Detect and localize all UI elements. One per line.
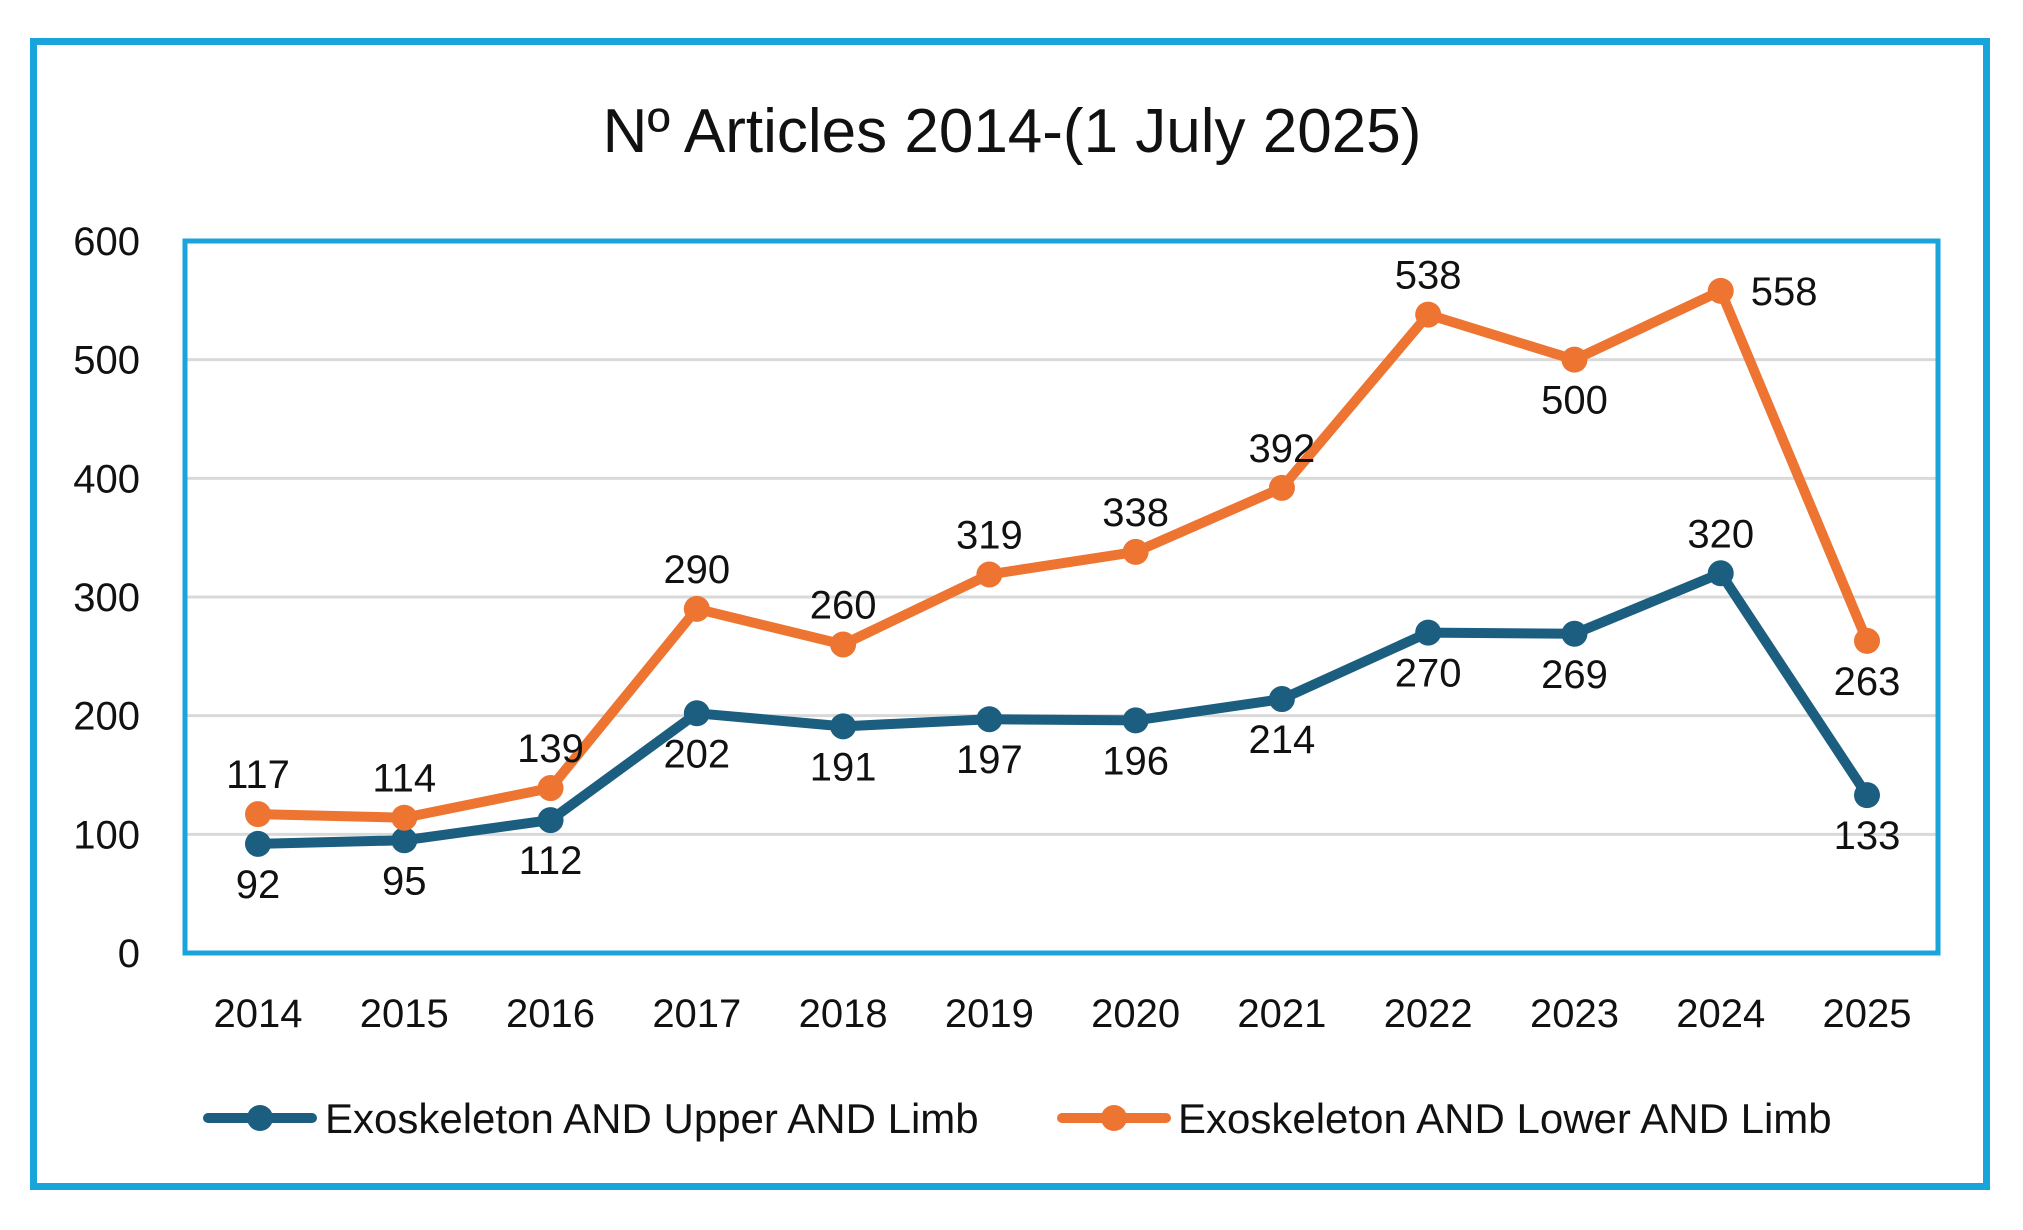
y-tick-label: 100 (73, 813, 140, 857)
data-label: 290 (663, 548, 730, 592)
y-tick-label: 500 (73, 339, 140, 383)
data-label: 117 (226, 753, 290, 797)
x-tick-label: 2017 (652, 992, 741, 1036)
data-point[interactable] (683, 595, 710, 622)
chart-title: Nº Articles 2014-(1 July 2025) (603, 97, 1422, 166)
data-point[interactable] (1561, 346, 1588, 373)
data-point[interactable] (1561, 620, 1588, 647)
y-tick-label: 300 (73, 576, 140, 620)
data-label: 392 (1249, 427, 1316, 471)
legend-item-upper[interactable]: Exoskeleton AND Upper AND Limb (203, 1095, 979, 1142)
legend: Exoskeleton AND Upper AND Limb Exoskelet… (203, 1095, 1832, 1142)
data-point[interactable] (391, 827, 418, 854)
data-point[interactable] (1415, 619, 1442, 646)
data-label: 202 (663, 732, 730, 776)
data-point[interactable] (1854, 627, 1880, 654)
legend-marker-lower (1101, 1105, 1127, 1131)
data-label: 95 (382, 859, 427, 903)
data-label: 214 (1249, 718, 1316, 762)
data-point[interactable] (1122, 538, 1149, 565)
data-point[interactable] (391, 804, 418, 831)
data-label: 260 (810, 583, 877, 627)
data-label: 500 (1541, 379, 1608, 423)
y-axis-ticks: 0 100 200 300 400 500 600 (73, 220, 140, 976)
x-tick-label: 2014 (214, 992, 303, 1036)
x-tick-label: 2022 (1384, 992, 1473, 1036)
data-point[interactable] (245, 830, 271, 857)
data-label: 319 (956, 513, 1023, 557)
data-point[interactable] (1707, 560, 1734, 587)
series-line (253, 568, 1872, 849)
legend-label-lower: Exoskeleton AND Lower AND Limb (1178, 1095, 1832, 1142)
data-point[interactable] (830, 713, 857, 740)
x-tick-label: 2015 (360, 992, 449, 1036)
data-label: 114 (372, 757, 436, 801)
x-tick-label: 2025 (1823, 992, 1912, 1036)
data-point[interactable] (976, 561, 1003, 588)
data-labels: 92 95 112 202 191 197 196 214 270 269 320 133 117 114… (226, 254, 1900, 907)
data-point[interactable] (1268, 686, 1295, 713)
data-point[interactable] (976, 706, 1003, 733)
plot-area-frame (182, 238, 1941, 956)
data-label: 139 (517, 727, 584, 771)
data-label: 338 (1102, 491, 1169, 535)
data-label: 269 (1541, 653, 1608, 697)
data-point[interactable] (537, 775, 564, 802)
series-line (253, 285, 1872, 823)
x-tick-label: 2018 (799, 992, 888, 1036)
chart-frame (30, 38, 1990, 1190)
data-label: 558 (1751, 270, 1818, 314)
y-tick-label: 0 (118, 932, 140, 976)
x-tick-label: 2019 (945, 992, 1034, 1036)
data-label: 92 (236, 863, 281, 907)
series-layer (245, 277, 1880, 857)
data-point[interactable] (1415, 301, 1442, 328)
data-label: 196 (1102, 739, 1169, 783)
x-tick-label: 2024 (1676, 992, 1765, 1036)
data-label: 133 (1834, 814, 1901, 858)
x-axis-ticks: 2014 2015 2016 2017 2018 2019 2020 2021 2022 2023… (214, 992, 1912, 1036)
legend-label-upper: Exoskeleton AND Upper AND Limb (325, 1095, 979, 1142)
x-tick-label: 2021 (1237, 992, 1326, 1036)
data-point[interactable] (1122, 707, 1149, 734)
data-label: 191 (810, 745, 877, 789)
data-point[interactable] (830, 631, 857, 658)
data-label: 320 (1687, 512, 1754, 556)
data-point[interactable] (683, 700, 710, 727)
y-tick-label: 400 (73, 457, 140, 501)
y-tick-label: 600 (73, 220, 140, 264)
legend-marker-upper (247, 1105, 273, 1131)
data-label: 538 (1395, 254, 1462, 298)
x-tick-label: 2020 (1091, 992, 1180, 1036)
x-tick-label: 2023 (1530, 992, 1619, 1036)
x-tick-label: 2016 (506, 992, 595, 1036)
data-point[interactable] (1707, 277, 1734, 304)
y-tick-label: 200 (73, 695, 140, 739)
grid-lines (185, 358, 1938, 836)
data-label: 263 (1834, 660, 1901, 704)
data-point[interactable] (1268, 474, 1295, 501)
data-point[interactable] (245, 801, 271, 828)
data-label: 112 (519, 839, 583, 883)
data-label: 270 (1395, 652, 1462, 696)
data-point[interactable] (537, 807, 564, 834)
data-point[interactable] (1854, 782, 1880, 809)
legend-item-lower[interactable]: Exoskeleton AND Lower AND Limb (1057, 1095, 1832, 1142)
data-label: 197 (956, 738, 1023, 782)
